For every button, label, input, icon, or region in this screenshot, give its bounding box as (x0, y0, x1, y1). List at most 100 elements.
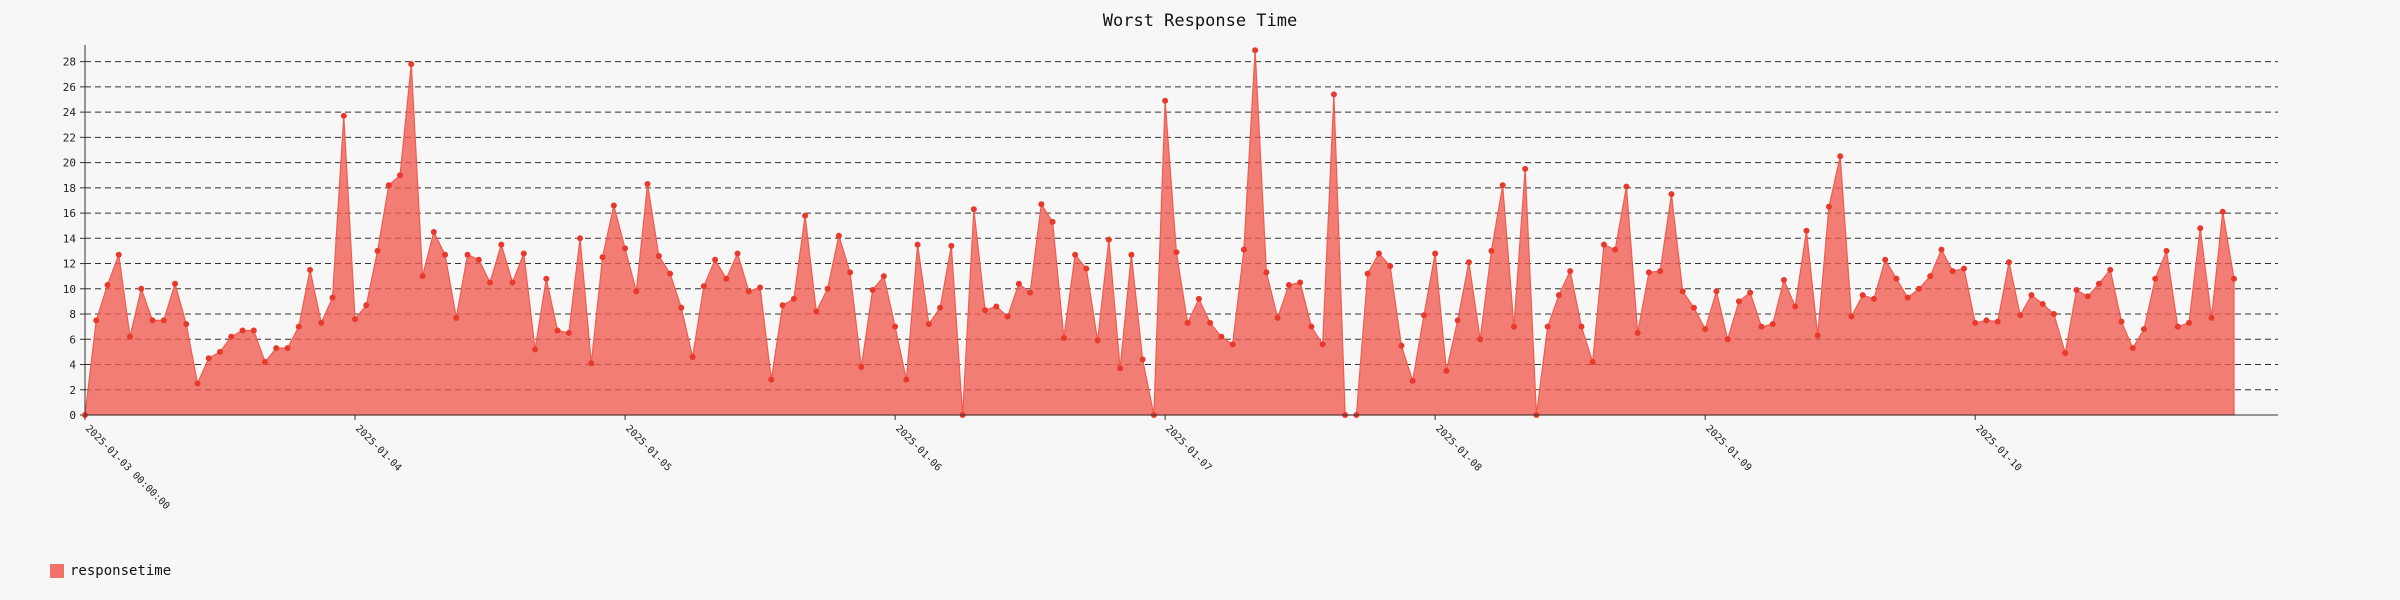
data-point (937, 304, 944, 311)
data-point (1454, 317, 1461, 324)
data-point (2174, 323, 2181, 330)
data-point (1983, 317, 1990, 324)
data-point (588, 360, 595, 367)
data-point (1027, 289, 1034, 296)
data-point (250, 327, 257, 334)
data-point (644, 181, 651, 188)
data-point (1769, 321, 1776, 328)
data-point (149, 317, 156, 324)
data-point (1263, 269, 1270, 276)
y-tick-label: 0 (69, 409, 76, 422)
data-point (1015, 280, 1022, 287)
y-tick-label: 8 (69, 308, 76, 321)
data-point (2208, 314, 2215, 321)
y-tick-label: 10 (63, 283, 76, 296)
data-point (835, 232, 842, 239)
data-point (318, 319, 325, 326)
data-point (2107, 266, 2114, 273)
data-point (1432, 250, 1439, 257)
data-point (2197, 225, 2204, 232)
data-point (1747, 289, 1754, 296)
data-point (1657, 268, 1664, 275)
data-point (1398, 342, 1405, 349)
data-point (385, 182, 392, 189)
data-point (1094, 337, 1101, 344)
data-point (1240, 246, 1247, 253)
data-point (194, 380, 201, 387)
data-point (160, 317, 167, 324)
data-point (757, 284, 764, 291)
data-point (104, 282, 111, 289)
data-point (1229, 341, 1236, 348)
data-point (1038, 201, 1045, 208)
legend-swatch (50, 564, 64, 578)
data-point (419, 273, 426, 280)
chart-title: Worst Response Time (1103, 11, 1297, 31)
data-point (712, 256, 719, 263)
data-point (1285, 282, 1292, 289)
data-point (1792, 303, 1799, 310)
data-point (1949, 268, 1956, 275)
data-point (464, 251, 471, 258)
data-point (217, 348, 224, 355)
x-tick-label: 2025-01-10 (1973, 423, 2023, 473)
data-point (993, 303, 1000, 310)
x-tick-label: 2025-01-05 (623, 423, 673, 473)
data-point (1780, 276, 1787, 283)
data-point (1612, 246, 1619, 253)
data-point (1702, 326, 1709, 333)
x-tick-label: 2025-01-04 (353, 423, 403, 473)
data-point (475, 256, 482, 263)
data-point (1274, 314, 1281, 321)
data-point (1724, 336, 1731, 343)
data-point (1555, 292, 1562, 299)
y-tick-label: 28 (63, 56, 76, 69)
data-point (1364, 270, 1371, 277)
data-point (633, 288, 640, 295)
data-point (1139, 356, 1146, 363)
data-point (1645, 269, 1652, 276)
data-point (205, 355, 212, 362)
data-point (1522, 165, 1529, 172)
data-point (925, 321, 932, 328)
data-point (284, 345, 291, 352)
data-point (2095, 280, 2102, 287)
data-point (1679, 288, 1686, 295)
y-tick-label: 18 (63, 182, 76, 195)
data-point (813, 308, 820, 315)
data-point (745, 288, 752, 295)
data-point (1387, 263, 1394, 270)
data-point (1510, 323, 1517, 330)
data-point (768, 376, 775, 383)
series-area-responsetime (84, 50, 2235, 416)
data-point (397, 172, 404, 179)
y-tick-label: 6 (69, 333, 76, 346)
data-point (543, 275, 550, 282)
data-point (2152, 275, 2159, 282)
data-point (329, 294, 336, 301)
data-point (1904, 294, 1911, 301)
data-point (93, 317, 100, 324)
data-point (790, 295, 797, 302)
data-point (1218, 333, 1225, 340)
data-point (273, 345, 280, 352)
data-point (2129, 345, 2136, 352)
data-point (2219, 208, 2226, 215)
data-point (565, 329, 572, 336)
data-point (183, 321, 190, 328)
data-point (1938, 246, 1945, 253)
data-point (127, 333, 134, 340)
data-point (2062, 350, 2069, 357)
data-point (1477, 336, 1484, 343)
data-point (554, 327, 561, 334)
data-point (239, 327, 246, 334)
data-point (1600, 241, 1607, 248)
data-point (2017, 312, 2024, 319)
data-point (2084, 293, 2091, 300)
data-point (858, 364, 865, 371)
data-point (2185, 319, 2192, 326)
data-point (802, 212, 809, 219)
data-point (1825, 203, 1832, 210)
data-point (1634, 329, 1641, 336)
